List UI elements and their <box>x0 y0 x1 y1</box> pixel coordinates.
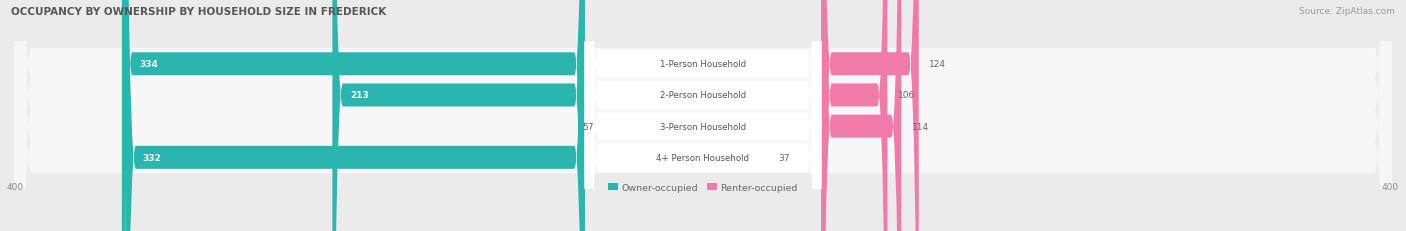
FancyBboxPatch shape <box>821 0 901 231</box>
Text: 1-Person Household: 1-Person Household <box>659 60 747 69</box>
FancyBboxPatch shape <box>14 0 1392 231</box>
FancyBboxPatch shape <box>14 0 1392 231</box>
Text: 3-Person Household: 3-Person Household <box>659 122 747 131</box>
Text: 334: 334 <box>139 60 157 69</box>
FancyBboxPatch shape <box>332 0 585 231</box>
FancyBboxPatch shape <box>821 0 887 231</box>
Text: 124: 124 <box>929 60 946 69</box>
FancyBboxPatch shape <box>125 0 585 231</box>
Text: Source: ZipAtlas.com: Source: ZipAtlas.com <box>1299 7 1395 16</box>
FancyBboxPatch shape <box>14 0 1392 231</box>
Legend: Owner-occupied, Renter-occupied: Owner-occupied, Renter-occupied <box>607 183 799 192</box>
FancyBboxPatch shape <box>585 0 821 231</box>
Text: 2-Person Household: 2-Person Household <box>659 91 747 100</box>
Text: 213: 213 <box>350 91 368 100</box>
FancyBboxPatch shape <box>14 0 1392 231</box>
Text: 332: 332 <box>143 153 162 162</box>
Text: 400: 400 <box>7 182 24 191</box>
Text: 37: 37 <box>778 153 789 162</box>
Text: 400: 400 <box>1382 182 1399 191</box>
Text: 4+ Person Household: 4+ Person Household <box>657 153 749 162</box>
Text: 106: 106 <box>898 91 915 100</box>
FancyBboxPatch shape <box>821 0 918 231</box>
FancyBboxPatch shape <box>585 0 821 231</box>
FancyBboxPatch shape <box>122 0 585 231</box>
Text: 57: 57 <box>582 122 593 131</box>
Text: OCCUPANCY BY OWNERSHIP BY HOUSEHOLD SIZE IN FREDERICK: OCCUPANCY BY OWNERSHIP BY HOUSEHOLD SIZE… <box>11 7 387 17</box>
FancyBboxPatch shape <box>585 0 821 231</box>
FancyBboxPatch shape <box>585 0 821 231</box>
Text: 114: 114 <box>912 122 929 131</box>
